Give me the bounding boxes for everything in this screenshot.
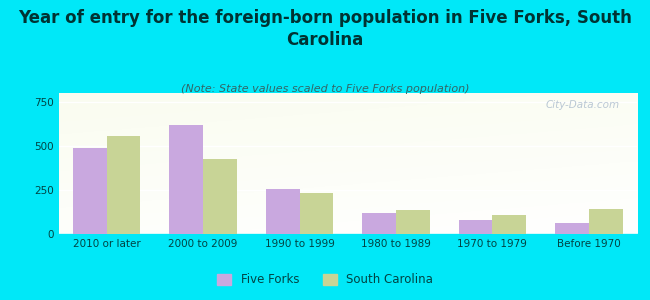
Bar (266, 188, 300, 234)
Text: City-Data.com: City-Data.com (545, 100, 619, 110)
Text: (Note: State values scaled to Five Forks population): (Note: State values scaled to Five Forks… (181, 84, 469, 94)
Bar (300, 193, 333, 234)
Bar (396, 210, 430, 234)
Bar (107, 136, 140, 234)
Bar (493, 215, 526, 234)
Text: Year of entry for the foreign-born population in Five Forks, South
Carolina: Year of entry for the foreign-born popul… (18, 9, 632, 49)
Bar (73, 148, 107, 234)
Legend: Five Forks, South Carolina: Five Forks, South Carolina (212, 269, 438, 291)
Bar (459, 220, 493, 234)
Bar (555, 223, 589, 234)
Bar (203, 159, 237, 234)
Bar (170, 125, 203, 234)
Bar (589, 209, 623, 234)
Bar (362, 213, 396, 234)
